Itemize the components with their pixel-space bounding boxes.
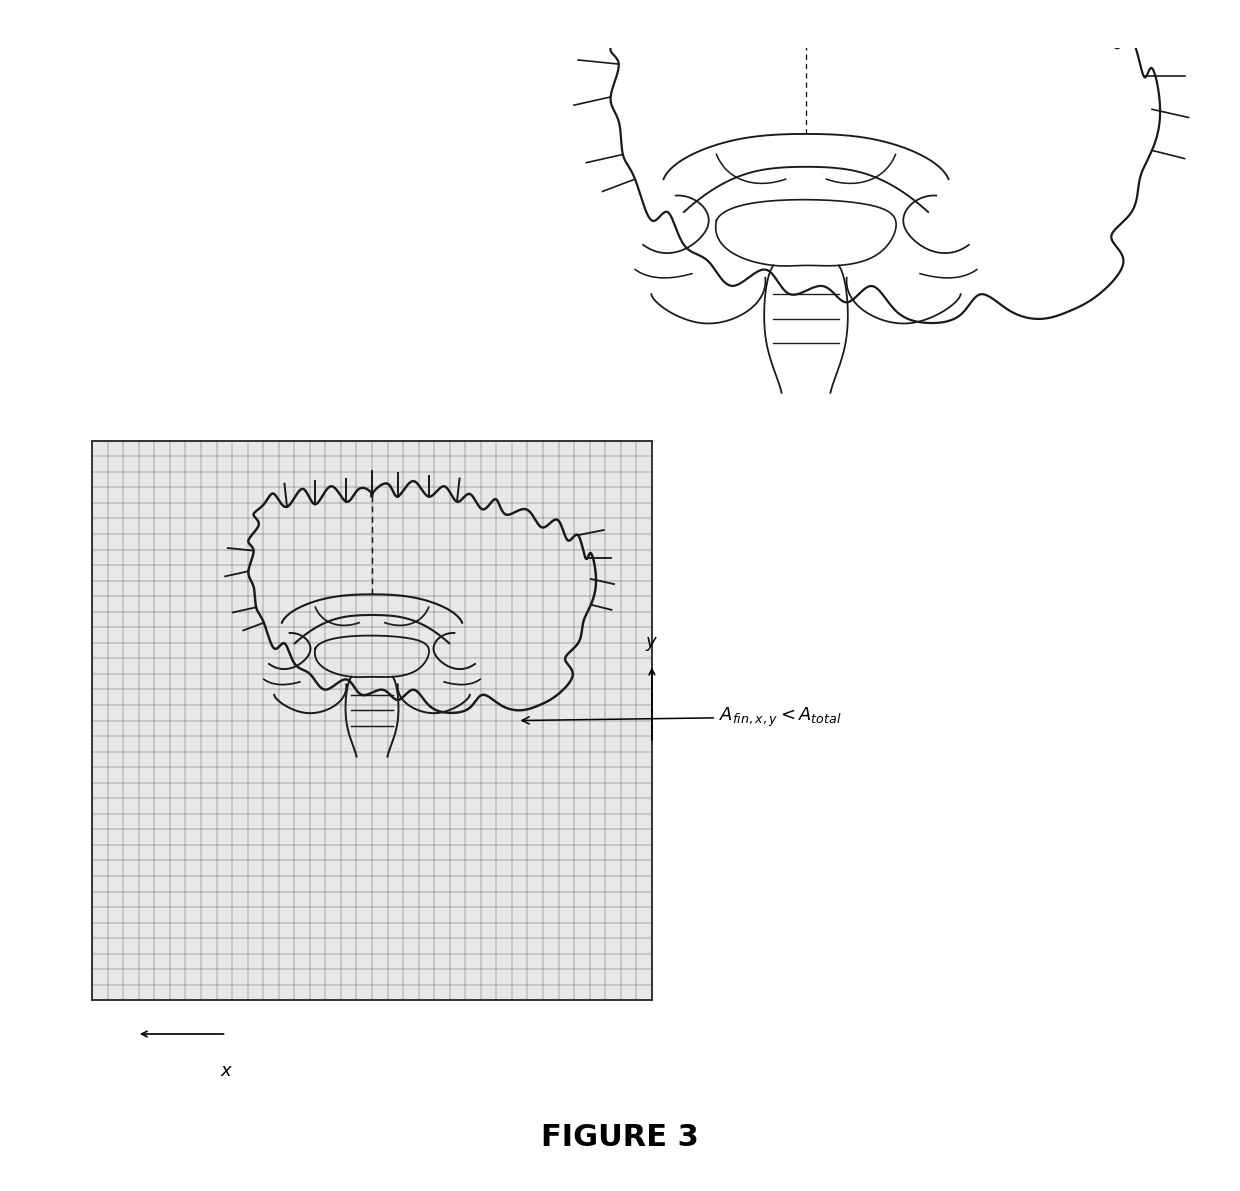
- Text: FIGURE 3: FIGURE 3: [541, 1123, 699, 1152]
- Text: $A_{fin,x,y} < A_{total}$: $A_{fin,x,y} < A_{total}$: [522, 705, 842, 729]
- Text: $y$: $y$: [645, 635, 658, 654]
- Text: $x$: $x$: [219, 1062, 233, 1080]
